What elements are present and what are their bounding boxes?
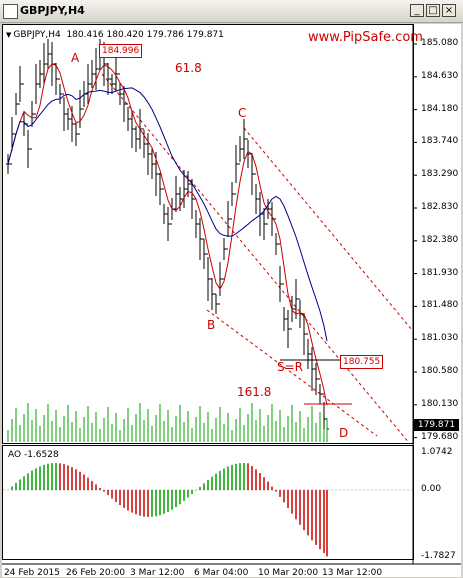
price-tick-label: 184.180 — [421, 103, 459, 114]
header-ohlc: 180.416 180.420 179.786 179.871 — [66, 30, 224, 40]
price-tick-label: 181.930 — [421, 267, 459, 278]
chart-header: ▼ GBPJPY,H4 180.416 180.420 179.786 179.8… — [6, 30, 224, 40]
ao-panel-border — [2, 445, 414, 560]
time-tick-label: 10 Mar 20:00 — [258, 568, 319, 578]
watermark: www.PipSafe.com — [308, 30, 423, 45]
wave-label-d: D — [339, 426, 349, 440]
wave-label-c: C — [238, 106, 247, 120]
ao-tick-top: 1.0742 — [421, 447, 453, 457]
ao-histogram — [3, 463, 413, 557]
fib-618-label: 61.8 — [175, 61, 202, 75]
price-tick-label: 180.580 — [421, 366, 459, 376]
time-tick-label: 6 Mar 04:00 — [194, 568, 249, 578]
price-chart-canvas[interactable] — [2, 24, 461, 577]
price-tick-label: 179.680 — [421, 431, 459, 442]
wave-label-a: A — [71, 51, 80, 65]
channel-lines — [101, 73, 413, 445]
chart-area[interactable]: ▼ GBPJPY,H4 180.416 180.420 179.786 179.8… — [2, 24, 461, 578]
axis-tick-marks — [413, 43, 417, 439]
chart-window-icon — [3, 4, 18, 19]
window-titlebar: GBPJPY,H4 _ □ × — [0, 0, 463, 23]
red-moving-average — [7, 63, 328, 406]
window-title: GBPJPY,H4 — [20, 4, 85, 17]
header-symbol: GBPJPY,H4 — [13, 30, 61, 40]
dropdown-triangle-icon[interactable]: ▼ — [6, 31, 12, 39]
minimize-button[interactable]: _ — [410, 4, 424, 17]
ao-header: AO -1.6528 — [8, 450, 59, 460]
price-tick-label: 185.080 — [421, 38, 459, 48]
price-tick-label: 180.130 — [421, 398, 459, 409]
sr-label: S=R — [277, 360, 304, 374]
time-tick-label: 13 Mar 12:00 — [322, 568, 383, 578]
time-tick-label: 3 Mar 12:00 — [130, 568, 185, 578]
sr-price-box: 180.755 — [340, 355, 384, 369]
price-tick-label: 181.480 — [421, 300, 459, 311]
support-resistance-lines — [280, 359, 352, 405]
maximize-button[interactable]: □ — [426, 4, 440, 17]
blue-moving-average — [7, 87, 328, 342]
blue-ma-line — [7, 87, 328, 342]
price-tick-label: 184.630 — [421, 70, 459, 81]
close-button[interactable]: × — [442, 4, 456, 17]
red-ma-line — [7, 63, 328, 406]
channel-line — [206, 309, 378, 437]
price-tick-label: 183.740 — [421, 136, 459, 147]
ao-tick-bottom: -1.7827 — [421, 551, 456, 561]
price-tick-label: 183.290 — [421, 169, 459, 180]
fib-1618-label: 161.8 — [237, 385, 272, 399]
high-price-box: 184.996 — [99, 44, 143, 58]
price-tick-label: 182.830 — [421, 202, 459, 212]
price-tick-label: 181.030 — [421, 333, 459, 344]
ao-tick-zero: 0.00 — [421, 484, 442, 494]
price-tick-label: 182.380 — [421, 234, 459, 245]
channel-line — [243, 127, 413, 331]
wave-label-b: B — [207, 318, 216, 332]
time-tick-label: 24 Feb 2015 — [4, 568, 61, 578]
channel-line — [101, 73, 411, 445]
time-tick-label: 26 Feb 20:00 — [66, 568, 126, 578]
current-price-box: 179.871 — [414, 419, 459, 431]
